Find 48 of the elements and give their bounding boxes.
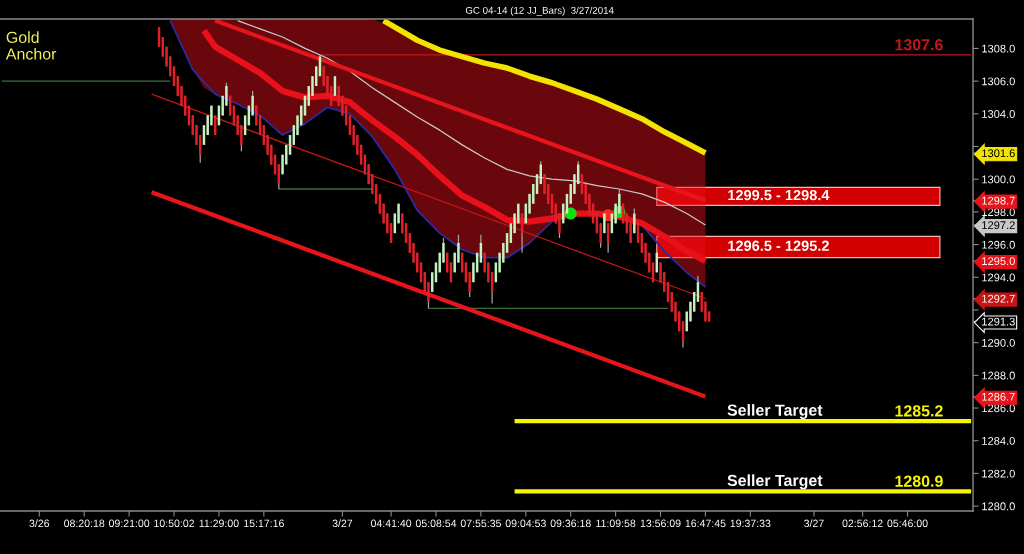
band-label: 1296.5 - 1295.2	[728, 240, 829, 251]
x-tick-label: 09:36:18	[550, 519, 591, 528]
y-tick-label: 1301.6	[982, 149, 1015, 158]
annotation: Gold Anchor	[5, 31, 57, 60]
x-tick-label: 13:56:09	[640, 519, 681, 528]
y-tick-label: 1286.0	[982, 404, 1015, 413]
x-tick-label: 05:46:00	[887, 519, 928, 528]
y-tick-label: 1298.7	[982, 196, 1015, 205]
x-tick-label: 11:09:58	[596, 519, 636, 528]
series-label: Seller Target	[727, 474, 823, 490]
x-tick-label: 15:17:16	[244, 519, 284, 528]
data-label: 1280.9	[895, 475, 943, 487]
series-label: Seller Target	[727, 404, 823, 420]
y-tick-label: 1304.0	[982, 110, 1015, 118]
y-tick-label: 1290.0	[982, 338, 1015, 347]
y-tick-label: 1295.0	[982, 257, 1015, 266]
y-tick-label: 1297.2	[982, 221, 1015, 230]
y-tick-label: 1292.7	[982, 294, 1015, 303]
y-tick-label: 1294.0	[982, 273, 1015, 282]
y-tick-label: 1286.7	[982, 392, 1015, 401]
chart-title: GC 04-14 (12 JJ_Bars) 3/27/2014	[465, 6, 614, 16]
y-tick-label: 1306.0	[982, 77, 1015, 86]
x-tick-label: 07:55:35	[460, 519, 501, 528]
x-tick-label: 3/26	[29, 519, 50, 528]
y-tick-label: 1288.0	[982, 371, 1015, 380]
data-label: 1285.2	[895, 405, 943, 417]
x-tick-label: 19:37:33	[730, 519, 771, 528]
x-tick-label: 02:56:12	[842, 519, 883, 528]
x-tick-label: 10:50:02	[154, 519, 195, 528]
y-tick-label: 1296.0	[982, 240, 1015, 249]
x-tick-label: 11:29:00	[199, 519, 239, 528]
x-tick-label: 09:21:00	[108, 519, 150, 528]
y-tick-label: 1308.0	[982, 44, 1015, 53]
band-label: 1299.5 - 1298.4	[728, 189, 830, 201]
x-tick-label: 08:20:18	[64, 519, 105, 528]
y-tick-label: 1282.0	[982, 469, 1015, 478]
y-tick-label: 1300.0	[982, 175, 1015, 184]
data-label: 1307.6	[895, 39, 943, 51]
x-tick-label: 05:08:54	[415, 519, 457, 528]
x-tick-label: 3/27	[332, 519, 353, 528]
x-tick-label: 3/27	[804, 519, 824, 528]
y-tick-label: 1284.0	[982, 436, 1015, 445]
x-tick-label: 16:47:45	[685, 519, 726, 528]
y-tick-label: 1291.3	[982, 317, 1015, 326]
y-tick-label: 1280.0	[982, 502, 1015, 511]
x-tick-label: 09:04:53	[505, 519, 546, 528]
y-tick-label: 1298.0	[982, 208, 1015, 217]
x-tick-label: 04:41:40	[370, 519, 412, 528]
